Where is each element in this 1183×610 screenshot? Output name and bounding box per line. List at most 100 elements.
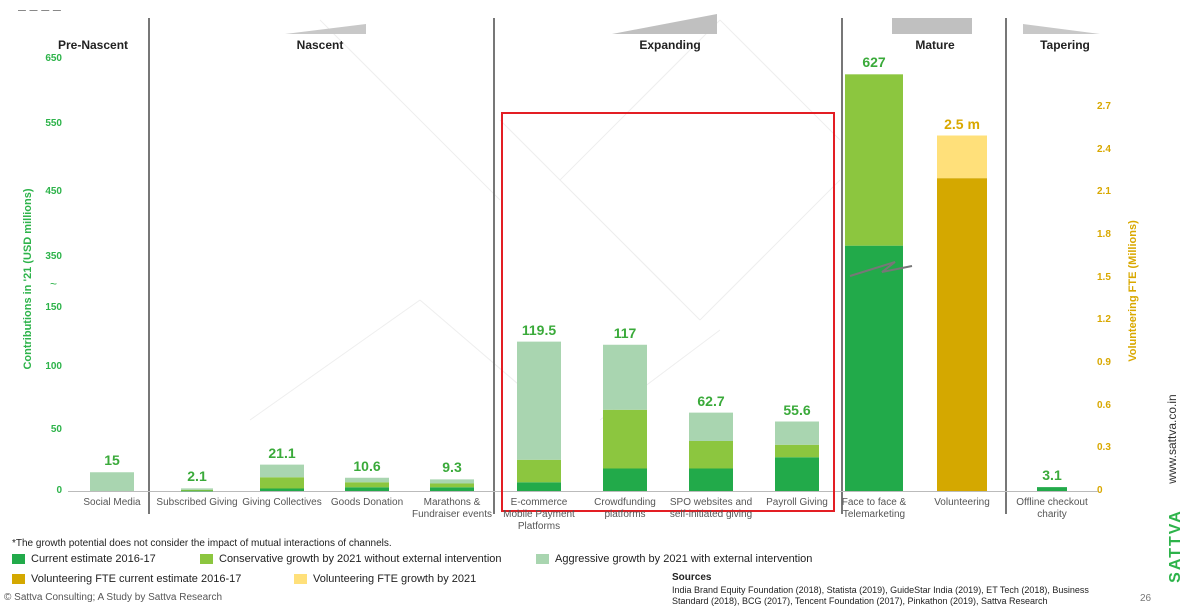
bar-segment-conservative bbox=[775, 444, 819, 458]
bar-value-label: 117 bbox=[613, 324, 637, 341]
category-label: Subscribed Giving bbox=[156, 497, 238, 508]
bar-segment-aggressive bbox=[90, 472, 134, 491]
highlight-box bbox=[501, 112, 835, 512]
stage-label-tapering: Tapering bbox=[1040, 38, 1090, 52]
bar-segment-aggressive bbox=[603, 344, 647, 410]
axis-break-mark bbox=[849, 261, 913, 277]
bar-segment-current bbox=[345, 487, 389, 491]
bar-value-label: 119.5 bbox=[521, 321, 557, 338]
legend-label: Conservative growth by 2021 without exte… bbox=[219, 553, 502, 565]
y2-tick: 2.7 bbox=[1097, 101, 1111, 113]
category-label: Volunteering bbox=[934, 497, 990, 508]
bar-value-label: 55.6 bbox=[783, 401, 811, 418]
bar-segment-conservative bbox=[430, 483, 474, 488]
y2-tick: 0.9 bbox=[1097, 357, 1111, 369]
category-label: Social Media bbox=[83, 497, 141, 508]
category-label: Goods Donation bbox=[330, 497, 404, 508]
bar-value-label: 3.1 bbox=[1042, 467, 1062, 484]
footnote: *The growth potential does not consider … bbox=[12, 538, 392, 549]
y-tick-650: 650 bbox=[45, 53, 62, 64]
bar-segment-current bbox=[689, 468, 733, 491]
y-tick-350: 350 bbox=[45, 251, 62, 262]
category-label: Offline checkout charity bbox=[1016, 497, 1088, 520]
legend-swatch bbox=[536, 554, 549, 564]
y2-tick: 2.4 bbox=[1097, 143, 1111, 155]
y2-tick: 2.1 bbox=[1097, 186, 1111, 198]
sources-title: Sources bbox=[672, 572, 712, 583]
bar-segment-volunteering-growth bbox=[937, 135, 987, 179]
bar-segment-aggressive bbox=[181, 488, 213, 490]
y-tick-100: 100 bbox=[45, 361, 62, 372]
legend-swatch bbox=[12, 554, 25, 564]
legend-swatch bbox=[294, 574, 307, 584]
bar-segment-current bbox=[1037, 487, 1067, 491]
category-label: Marathons & Fundraiser events bbox=[411, 497, 493, 520]
y2-tick: 0.3 bbox=[1097, 442, 1111, 454]
y-tick-150: 150 bbox=[45, 302, 62, 313]
bar-segment-conservative bbox=[260, 477, 304, 489]
y-tick-0: 0 bbox=[56, 485, 62, 496]
bar-segment-aggressive bbox=[689, 412, 733, 441]
category-label: Payroll Giving bbox=[766, 497, 828, 508]
bar-segment-volunteering-current bbox=[937, 178, 987, 491]
legend-item-conservative: Conservative growth by 2021 without exte… bbox=[200, 553, 502, 565]
bar-segment-aggressive bbox=[517, 341, 561, 460]
page-title-fragment: _ _ _ _ bbox=[18, 0, 61, 12]
stage-label-mature: Mature bbox=[915, 38, 955, 52]
bar-segment-aggressive bbox=[345, 477, 389, 483]
bar-value-label: 10.6 bbox=[353, 457, 381, 474]
bar-segment-conservative bbox=[845, 74, 903, 246]
y-tick-50: 50 bbox=[50, 424, 62, 435]
category-label: Giving Collectives bbox=[242, 497, 322, 508]
legend-item-vol-growth: Volunteering FTE growth by 2021 bbox=[294, 573, 476, 585]
bar-segment-current bbox=[260, 488, 304, 491]
bar-segment-conservative bbox=[517, 459, 561, 483]
stage-label-expanding: Expanding bbox=[639, 38, 701, 52]
bar-value-label: 2.5 m bbox=[944, 115, 980, 132]
legend-item-aggressive: Aggressive growth by 2021 with external … bbox=[536, 553, 812, 565]
bar-value-label: 9.3 bbox=[442, 459, 462, 476]
stage-header-graphics bbox=[285, 14, 1100, 34]
legend-item-current: Current estimate 2016-17 bbox=[12, 553, 156, 565]
legend-label: Current estimate 2016-17 bbox=[31, 553, 156, 565]
y2-tick: 1.2 bbox=[1097, 314, 1111, 326]
bar-segment-current bbox=[775, 457, 819, 491]
legend-swatch bbox=[200, 554, 213, 564]
bar-value-label: 15 bbox=[104, 452, 120, 469]
y2-tick: 0.6 bbox=[1097, 399, 1111, 411]
stage-divider bbox=[148, 18, 150, 514]
legend-item-vol-current: Volunteering FTE current estimate 2016-1… bbox=[12, 573, 241, 585]
bar-value-label: 627 bbox=[862, 54, 886, 71]
legend-swatch bbox=[12, 574, 25, 584]
legend-label: Volunteering FTE growth by 2021 bbox=[313, 573, 477, 585]
stage-divider bbox=[1005, 18, 1007, 514]
legend-label: Aggressive growth by 2021 with external … bbox=[555, 553, 813, 565]
bar-segment-current bbox=[603, 468, 647, 491]
category-label: E-commerce Mobile Payment Platforms bbox=[503, 497, 575, 532]
site-url[interactable]: www.sattva.co.in bbox=[1165, 394, 1179, 484]
category-label: Face to face & Telemarketing bbox=[841, 497, 907, 520]
bar-segment-aggressive bbox=[430, 479, 474, 484]
chart-bars bbox=[90, 74, 1067, 492]
bar-segment-current bbox=[517, 482, 561, 491]
legend-label: Volunteering FTE current estimate 2016-1… bbox=[31, 573, 242, 585]
bar-segment-conservative bbox=[603, 409, 647, 469]
category-label: SPO websites and self-initiated giving bbox=[669, 497, 753, 520]
category-label: Crowdfunding platforms bbox=[594, 497, 656, 520]
y2-tick: 0 bbox=[1097, 485, 1103, 496]
bar-segment-aggressive bbox=[260, 464, 304, 478]
bar-segment-current bbox=[430, 487, 474, 491]
bar-segment-current bbox=[181, 490, 213, 492]
bar-segment-current bbox=[845, 245, 903, 491]
copyright: © Sattva Consulting; A Study by Sattva R… bbox=[4, 592, 223, 603]
stage-divider bbox=[493, 18, 495, 514]
bar-segment-conservative bbox=[689, 441, 733, 469]
sources-line-2: Standard (2018), BCG (2017), Tencent Fou… bbox=[672, 596, 1048, 606]
x-axis-baseline bbox=[68, 491, 1098, 492]
y-tick-550: 550 bbox=[45, 118, 62, 129]
stage-label-pre-nascent: Pre-Nascent bbox=[57, 38, 129, 52]
sources-line-1: India Brand Equity Foundation (2018), St… bbox=[672, 585, 1089, 595]
bar-segment-conservative bbox=[181, 489, 213, 491]
page-number: 26 bbox=[1140, 593, 1152, 604]
sattva-logo: SATTVA bbox=[1167, 509, 1183, 583]
